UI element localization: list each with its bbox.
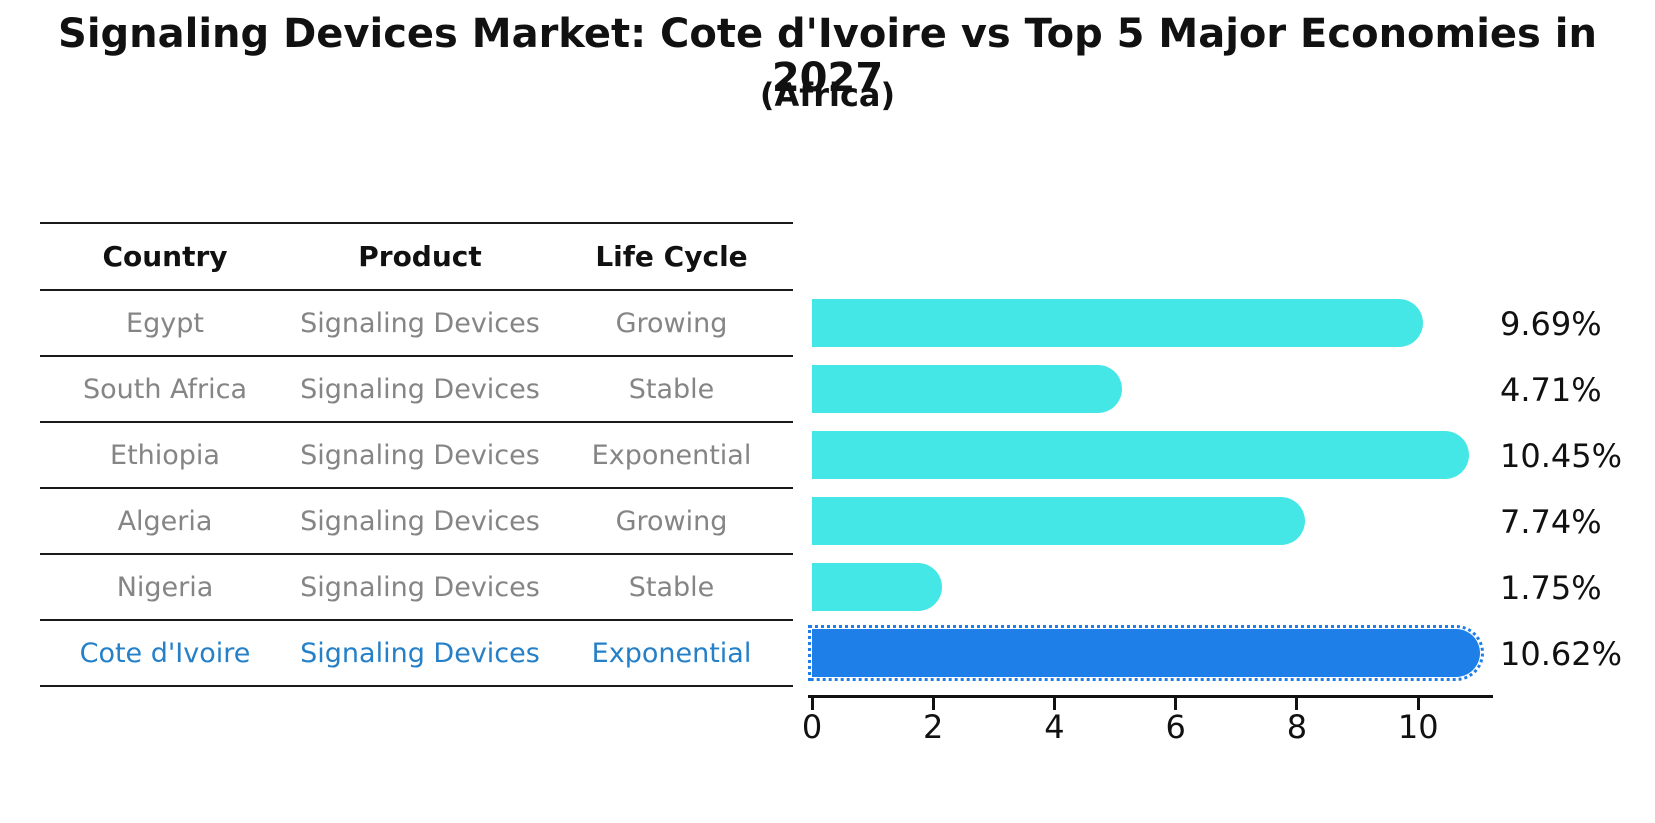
cell-product: Signaling Devices (300, 571, 540, 603)
cell-life-cycle: Growing (615, 505, 728, 537)
bar-value-label: 10.62% (1500, 635, 1623, 673)
table-row-ethiopia: Ethiopia Signaling Devices Exponential (40, 423, 793, 489)
chart-title: Signaling Devices Market: Cote d'Ivoire … (58, 11, 1597, 101)
x-axis-line (808, 695, 1493, 698)
bar-egypt (812, 299, 1423, 347)
x-tick-label: 8 (1286, 708, 1308, 746)
x-tick-label: 10 (1397, 708, 1439, 746)
table-header-row: Country Product Life Cycle (40, 224, 793, 291)
bar-chart: 9.69% 4.71% 10.45% 7.74% 1.75% 10.62% 0 2… (802, 291, 1655, 791)
table-row-cote-divoire: Cote d'Ivoire Signaling Devices Exponent… (40, 621, 793, 687)
x-tick-mark (1052, 695, 1056, 710)
cell-country: Ethiopia (110, 439, 220, 471)
table-row-egypt: Egypt Signaling Devices Growing (40, 291, 793, 357)
bar-value-label: 7.74% (1500, 503, 1602, 541)
cell-country: Egypt (126, 307, 204, 339)
x-tick-mark (1295, 695, 1299, 710)
column-header-country: Country (102, 240, 228, 273)
cell-life-cycle: Growing (615, 307, 728, 339)
bar-ethiopia (812, 431, 1469, 479)
cell-product: Signaling Devices (300, 373, 540, 405)
bar-south-africa (812, 365, 1122, 413)
bar-row-cote-divoire: 10.62% (808, 621, 1655, 687)
cell-product: Signaling Devices (300, 439, 540, 471)
x-tick-mark (1416, 695, 1420, 710)
cell-life-cycle: Stable (628, 571, 715, 603)
bar-row-egypt: 9.69% (812, 291, 1655, 357)
column-header-life-cycle: Life Cycle (595, 240, 748, 273)
bar-row-nigeria: 1.75% (812, 555, 1655, 621)
column-header-product: Product (358, 240, 482, 273)
x-tick-label: 6 (1165, 708, 1186, 746)
table-row-nigeria: Nigeria Signaling Devices Stable (40, 555, 793, 621)
bar-value-label: 1.75% (1500, 569, 1602, 607)
bar-nigeria (812, 563, 942, 611)
x-tick-label: 2 (923, 708, 944, 746)
bar-value-label: 10.45% (1500, 437, 1623, 475)
x-tick-mark (810, 695, 814, 710)
cell-country: Cote d'Ivoire (79, 637, 251, 669)
cell-product: Signaling Devices (300, 637, 540, 669)
chart-subtitle: (Africa) (759, 76, 896, 114)
x-tick-label: 4 (1044, 708, 1065, 746)
bar-row-ethiopia: 10.45% (812, 423, 1655, 489)
cell-country: Nigeria (116, 571, 214, 603)
cell-country: South Africa (82, 373, 248, 405)
x-tick-label: 0 (801, 708, 823, 746)
cell-product: Signaling Devices (300, 505, 540, 537)
cell-life-cycle: Exponential (591, 637, 752, 669)
x-tick-mark (1174, 695, 1178, 710)
cell-product: Signaling Devices (300, 307, 540, 339)
bar-row-south-africa: 4.71% (812, 357, 1655, 423)
table-row-algeria: Algeria Signaling Devices Growing (40, 489, 793, 555)
bar-value-label: 4.71% (1500, 371, 1602, 409)
bar-value-label: 9.69% (1500, 305, 1602, 343)
x-tick-mark (931, 695, 935, 710)
cell-life-cycle: Stable (628, 373, 715, 405)
bar-cote-divoire (808, 625, 1484, 681)
bar-algeria (812, 497, 1305, 545)
bar-row-algeria: 7.74% (812, 489, 1655, 555)
country-table: Country Product Life Cycle Egypt Signali… (40, 222, 793, 687)
table-row-south-africa: South Africa Signaling Devices Stable (40, 357, 793, 423)
cell-country: Algeria (117, 505, 213, 537)
cell-life-cycle: Exponential (591, 439, 752, 471)
